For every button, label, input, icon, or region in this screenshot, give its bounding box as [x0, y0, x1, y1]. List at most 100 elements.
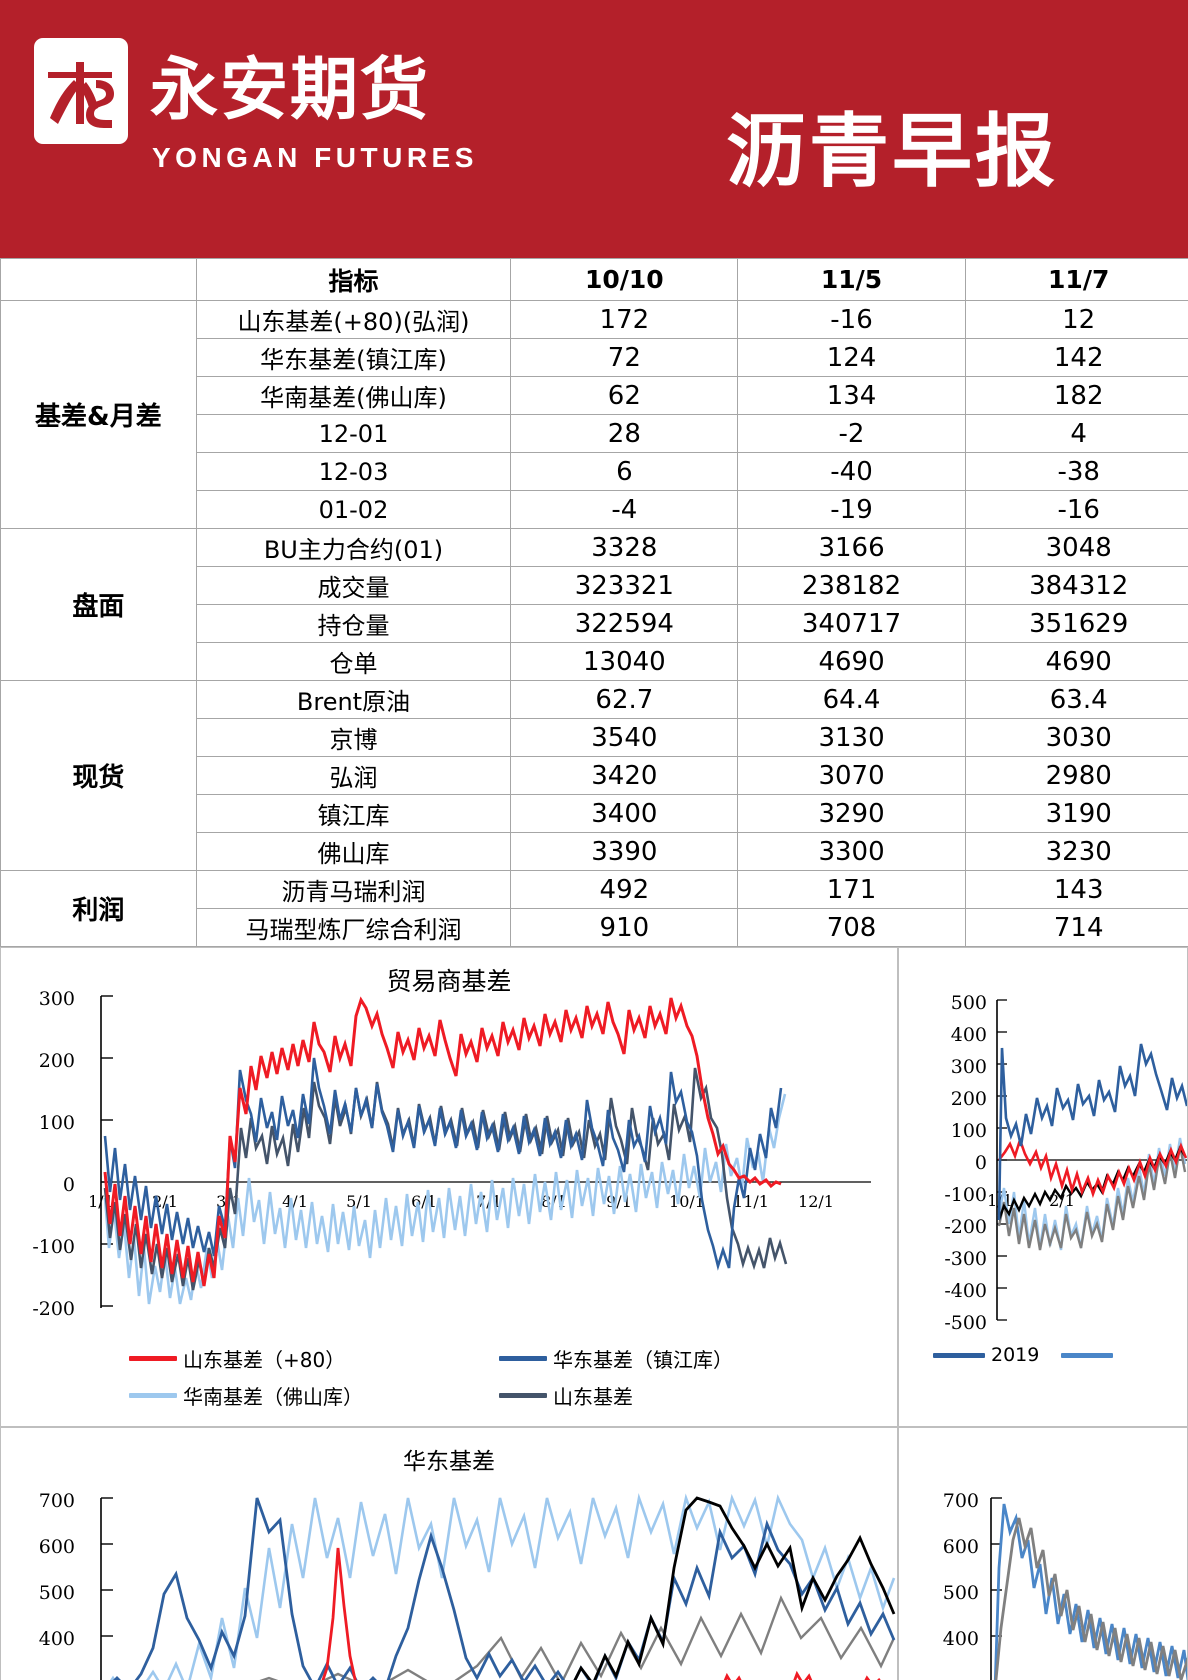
cell-value: 6: [510, 452, 739, 491]
ytick-label: -300: [944, 1248, 987, 1270]
legend-label: 山东基差: [553, 1385, 633, 1409]
ytick-label: 600: [38, 1536, 75, 1558]
ytick-label: -500: [944, 1312, 987, 1334]
ytick-label: 0: [62, 1174, 75, 1196]
table-row: 弘润 3420 3070 2980 2950: [1, 756, 1188, 795]
legend-item: 华东基差（镇江库）: [499, 1344, 839, 1373]
logo-seal-icon: [34, 38, 128, 144]
xtick-label: 11/1: [733, 1192, 769, 1211]
row-label: BU主力合约(01): [195, 528, 512, 567]
header-indicator: 指标: [195, 258, 512, 301]
series-line-red: [997, 1135, 1187, 1199]
xtick-label: 4/1: [282, 1192, 308, 1211]
chart-row-2: 华东基差 700 600 500 400: [0, 1427, 1188, 1680]
ytick-label: 500: [950, 992, 987, 1014]
series-line-black: [555, 1496, 896, 1680]
plot-area-trader-basis: [1, 948, 897, 1348]
plot-area-yearly-basis: [899, 948, 1187, 1348]
series-line-shandong80: [103, 996, 782, 1287]
cell-value: 2980: [964, 756, 1188, 795]
indicator-table-wrap: 指标 10/10 11/5 11/7 11/11 基差&月差 山东基差(+80)…: [0, 258, 1188, 947]
chart-legend-yearly-basis: 2019: [933, 1340, 1187, 1370]
cell-value: 910: [510, 908, 739, 947]
xtick-label: 2/1: [1049, 1191, 1075, 1210]
legend-swatch-icon: [499, 1356, 547, 1361]
logo-brand-cn: 永安期货: [150, 51, 431, 130]
group-label-1: 盘面: [0, 528, 197, 681]
cell-value: 323321: [510, 566, 739, 605]
xtick-label: 5/1: [346, 1192, 372, 1211]
cell-value: 322594: [510, 604, 739, 643]
legend-swatch-icon: [129, 1393, 177, 1398]
cell-value: -19: [737, 490, 966, 529]
row-label: 01-02: [195, 490, 512, 529]
row-label: 华南基差(佛山库): [195, 376, 512, 415]
chart-title-huadong-basis: 华东基差: [403, 1449, 495, 1475]
row-label: 仓单: [195, 642, 512, 681]
table-row: 华东基差(镇江库) 72 124 142 160: [1, 338, 1188, 377]
ytick-label: 400: [942, 1628, 979, 1650]
series-line-gray: [994, 1517, 1187, 1680]
table-row: 成交量 323321 238182 384312 322900: [1, 566, 1188, 605]
table-row: 马瑞型炼厂综合利润 910 708 714 660: [1, 908, 1188, 947]
table-header-row: 指标 10/10 11/5 11/7 11/11: [0, 258, 1188, 301]
cell-value: 708: [737, 908, 966, 947]
cell-value: 3048: [964, 528, 1188, 567]
ytick-label: 200: [950, 1088, 987, 1110]
ytick-label: 200: [38, 1050, 75, 1072]
legend-label: 2019: [991, 1344, 1040, 1366]
cell-value: 64.4: [737, 680, 966, 719]
group-label-2: 现货: [0, 680, 197, 871]
table-row: 基差&月差 山东基差(+80)(弘润) 172 -16 12 -20: [0, 300, 1188, 529]
row-label: 成交量: [195, 566, 512, 605]
cell-value: 714: [964, 908, 1188, 947]
ytick-label: -200: [32, 1298, 75, 1320]
cell-value: 3390: [510, 832, 739, 871]
series-line-lblue: [110, 1492, 896, 1680]
chart-title-trader-basis: 贸易商基差: [386, 967, 512, 996]
cell-value: 238182: [737, 566, 966, 605]
cell-value: 3130: [737, 718, 966, 757]
row-label: 沥青马瑞利润: [195, 870, 512, 909]
table-row: 持仓量 322594 340717 351629 351400: [1, 604, 1188, 643]
chart-row-1: 贸易商基差 300 200 100 0 -100 -200 1/1 2/1 3/…: [0, 947, 1188, 1427]
plot-area-huadong-basis: [1, 1428, 897, 1680]
ytick-label: 500: [942, 1582, 979, 1604]
logo-seal-glyph-icon: [48, 62, 114, 128]
cell-value: 62: [510, 376, 739, 415]
row-label: 佛山库: [195, 832, 512, 871]
table-row: 京博 3540 3130 3030 2950: [1, 718, 1188, 757]
row-label: 弘润: [195, 756, 512, 795]
group-label-3: 利润: [0, 870, 197, 947]
cell-value: 3070: [737, 756, 966, 795]
y-tick-marks: [101, 1497, 113, 1637]
cell-value: 3190: [964, 794, 1188, 833]
ytick-label: 700: [942, 1490, 979, 1512]
plot-svg: [990, 1497, 1187, 1680]
cell-value: 4690: [964, 642, 1188, 681]
ytick-label: 400: [950, 1024, 987, 1046]
series-line-gray: [997, 1145, 1187, 1251]
logo-brand-en: YONGAN FUTURES: [152, 142, 478, 173]
ytick-label: 100: [950, 1120, 987, 1142]
cell-value: -4: [510, 490, 739, 529]
ytick-label: -100: [32, 1236, 75, 1258]
plot-svg: [100, 995, 871, 1308]
series-line-blue: [113, 1497, 896, 1680]
cell-value: -38: [964, 452, 1188, 491]
row-label: 12-01: [195, 414, 512, 453]
header-date-0: 10/10: [510, 258, 739, 301]
cell-value: 492: [510, 870, 739, 909]
legend-swatch-icon: [499, 1393, 547, 1398]
cell-value: 384312: [964, 566, 1188, 605]
ytick-label: 500: [38, 1582, 75, 1604]
row-label: 12-03: [195, 452, 512, 491]
legend-label: 华南基差（佛山库）: [183, 1385, 363, 1409]
ytick-label: 600: [942, 1536, 979, 1558]
legend-item: 2019: [933, 1344, 1039, 1366]
cell-value: 13040: [510, 642, 739, 681]
row-label: Brent原油: [195, 680, 512, 719]
table-row: 华南基差(佛山库) 62 134 182 190: [1, 376, 1188, 415]
cell-value: 63.4: [964, 680, 1188, 719]
